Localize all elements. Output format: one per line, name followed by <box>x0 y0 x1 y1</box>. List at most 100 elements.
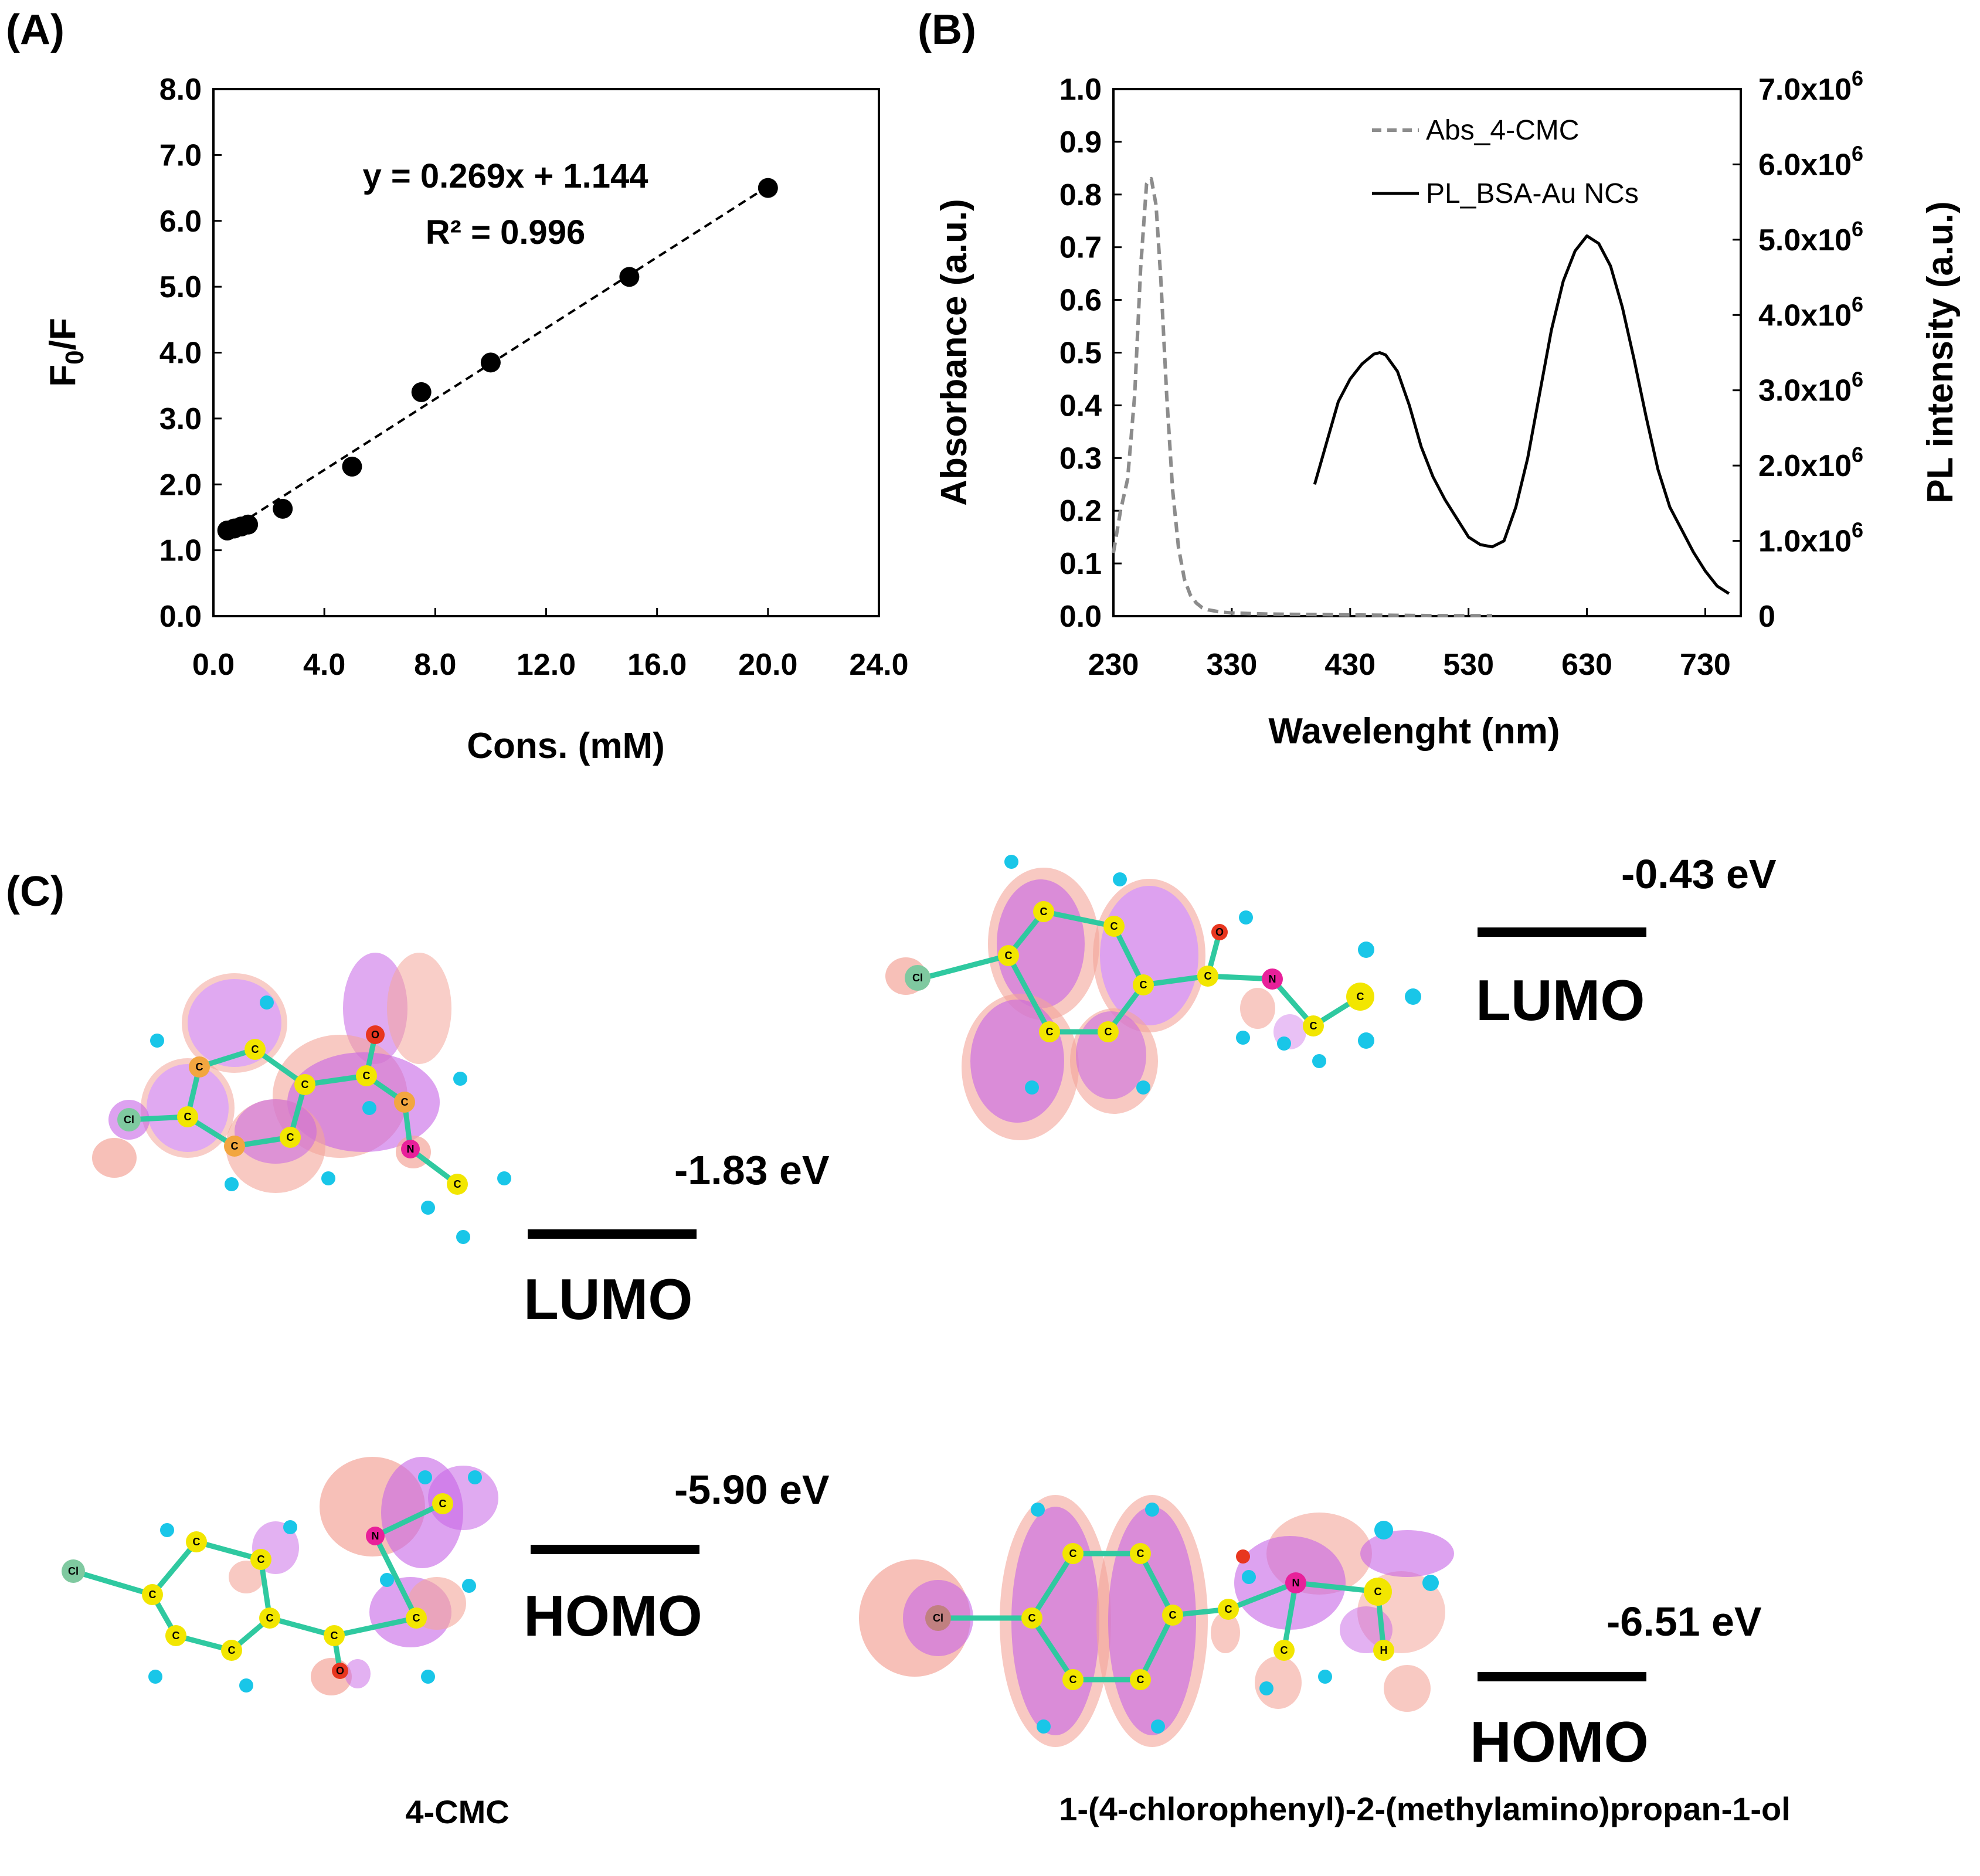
legend-label-pl: PL_BSA-Au NCs <box>1426 178 1639 209</box>
svg-text:C: C <box>1137 1548 1144 1559</box>
svg-text:C: C <box>454 1178 461 1190</box>
chart-a-data-point <box>273 498 293 519</box>
panel-label-b: (B) <box>918 6 976 53</box>
svg-text:C: C <box>439 1498 447 1510</box>
chart-b-y-tick-label: 0.6 <box>1059 284 1102 318</box>
svg-text:C: C <box>266 1612 274 1624</box>
chart-b-y-tick-label: 0.1 <box>1059 547 1102 581</box>
molecule-4cmc-homo-image: Cl C C C C C C C O N C C <box>62 1457 498 1695</box>
chart-b-right-tick-label: 7.0x106 <box>1758 66 1863 107</box>
chart-a-data-point <box>480 352 501 373</box>
chart-b: 0.0 0.1 0.2 0.3 0.4 0.5 0.6 0.7 0.8 0.9 1.0 0 1.0x1… <box>934 66 1961 752</box>
svg-text:C: C <box>1046 1026 1054 1038</box>
svg-text:N: N <box>1269 973 1276 985</box>
svg-text:C: C <box>287 1131 294 1143</box>
svg-text:C: C <box>1169 1609 1177 1621</box>
molecule-propanol-homo-image: Cl C C C C C C C N C C H <box>859 1495 1454 1747</box>
chart-a-y-tick-label: 6.0 <box>159 205 202 239</box>
left-molecule-name: 4-CMC <box>405 1793 509 1830</box>
chart-b-right-tick-label: 4.0x106 <box>1758 292 1863 332</box>
svg-text:N: N <box>407 1143 415 1155</box>
svg-text:C: C <box>1028 1612 1036 1624</box>
chart-a-y-tick-label: 7.0 <box>159 138 202 172</box>
molecule-4cmc-lumo-image: Cl C C C C C C C O C N C <box>92 953 511 1244</box>
svg-text:C: C <box>193 1536 201 1548</box>
svg-text:C: C <box>1069 1674 1077 1685</box>
svg-text:C: C <box>401 1096 409 1108</box>
svg-text:C: C <box>1357 991 1364 1002</box>
svg-text:C: C <box>1137 1674 1144 1685</box>
chart-a-equation: y = 0.269x + 1.144 <box>363 157 648 195</box>
molecule-propanol-lumo-image: Cl C C C C C C C O N C C <box>885 855 1421 1140</box>
chart-b-y-tick-label: 0.3 <box>1059 441 1102 475</box>
chart-a-y-tick-label: 1.0 <box>159 534 202 568</box>
chart-b-right-tick-label: 6.0x106 <box>1758 141 1863 182</box>
chart-a-x-tick-label: 4.0 <box>303 648 345 682</box>
svg-text:Cl: Cl <box>124 1114 134 1126</box>
chart-b-series-pl-line <box>1313 234 1730 595</box>
svg-text:C: C <box>301 1079 309 1090</box>
svg-text:C: C <box>1310 1020 1317 1032</box>
chart-a-data-point <box>619 267 640 287</box>
chart-b-x-tick-label: 230 <box>1088 648 1139 682</box>
svg-text:O: O <box>1215 926 1224 938</box>
chart-a-data-point <box>342 456 362 477</box>
svg-text:C: C <box>196 1061 203 1073</box>
left-homo-energy: -5.90 eV <box>674 1467 830 1513</box>
chart-a-x-tick-label: 0.0 <box>192 648 235 682</box>
svg-text:N: N <box>1292 1577 1300 1589</box>
chart-b-right-tick-label: 5.0x106 <box>1758 217 1863 257</box>
svg-text:O: O <box>371 1029 379 1041</box>
chart-b-right-tick-label: 0 <box>1758 600 1775 634</box>
chart-a-y-tick-label: 0.0 <box>159 600 202 634</box>
svg-text:H: H <box>1380 1644 1388 1656</box>
y-title-rest: /F <box>43 318 83 350</box>
chart-a-x-tick-label: 24.0 <box>849 648 908 682</box>
svg-text:C: C <box>1105 1026 1112 1038</box>
chart-b-x-axis-title: Wavelenght (nm) <box>1268 711 1560 752</box>
chart-b-y-tick-label: 0.7 <box>1059 231 1102 265</box>
chart-a-y-tick-label: 3.0 <box>159 402 202 436</box>
chart-a-x-ticks: 0.0 4.0 8.0 12.0 16.0 20.0 24.0 <box>192 608 909 682</box>
chart-b-right-tick-label: 2.0x106 <box>1758 443 1863 483</box>
chart-b-y-tick-label: 0.0 <box>1059 600 1102 634</box>
chart-b-x-tick-label: 630 <box>1561 648 1612 682</box>
svg-text:C: C <box>252 1044 259 1055</box>
energy-level-diagram: -1.83 eV LUMO -5.90 eV HOMO -0.43 eV LUM… <box>405 851 1790 1830</box>
chart-b-y-tick-label: 0.2 <box>1059 494 1102 528</box>
chart-a-y-tick-label: 8.0 <box>159 73 202 107</box>
chart-b-series-abs-line <box>1112 176 1492 618</box>
svg-text:C: C <box>1069 1548 1077 1559</box>
chart-a-data-point <box>758 178 778 198</box>
chart-a-x-tick-label: 16.0 <box>627 648 687 682</box>
chart-b-left-ticks: 0.0 0.1 0.2 0.3 0.4 0.5 0.6 0.7 0.8 0.9 1.0 <box>1059 73 1122 634</box>
chart-b-right-ticks: 0 1.0x106 2.0x106 3.0x106 4.0x106 5.0x106 6.0x… <box>1733 66 1863 634</box>
chart-a-y-ticks: 0.0 1.0 2.0 3.0 4.0 5.0 6.0 7.0 8.0 <box>159 73 222 634</box>
chart-b-x-tick-label: 530 <box>1443 648 1494 682</box>
svg-text:F0/F: F0/F <box>43 318 89 386</box>
chart-a-x-axis-title: Cons. (mM) <box>467 726 665 766</box>
svg-text:C: C <box>363 1070 371 1082</box>
y-title-subscript: 0 <box>60 350 89 364</box>
chart-a-points <box>217 178 778 541</box>
chart-b-legend: Abs_4-CMC PL_BSA-Au NCs <box>1372 115 1639 209</box>
svg-text:Cl: Cl <box>68 1565 79 1577</box>
chart-b-y-tick-label: 1.0 <box>1059 73 1102 107</box>
chart-b-y-axis-title: Absorbance (a.u.) <box>934 199 974 506</box>
svg-text:C: C <box>1204 970 1212 982</box>
svg-text:C: C <box>257 1554 265 1565</box>
left-lumo-label: LUMO <box>524 1267 693 1331</box>
chart-a-x-tick-label: 12.0 <box>517 648 576 682</box>
chart-b-series <box>1112 176 1730 618</box>
panel-label-a: (A) <box>6 6 64 53</box>
chart-b-y-tick-label: 0.4 <box>1059 389 1102 423</box>
chart-b-x-ticks: 230 330 430 530 630 730 <box>1088 608 1731 682</box>
chart-a-y-tick-label: 5.0 <box>159 270 202 304</box>
chart-b-x-tick-label: 730 <box>1680 648 1731 682</box>
chart-a-data-point <box>238 514 259 535</box>
svg-text:Cl: Cl <box>933 1612 943 1624</box>
svg-text:N: N <box>372 1530 379 1542</box>
chart-b-right-axis-title: PL intensity (a.u.) <box>1920 201 1961 504</box>
svg-text:C: C <box>228 1644 236 1656</box>
chart-a-x-tick-label: 20.0 <box>738 648 797 682</box>
